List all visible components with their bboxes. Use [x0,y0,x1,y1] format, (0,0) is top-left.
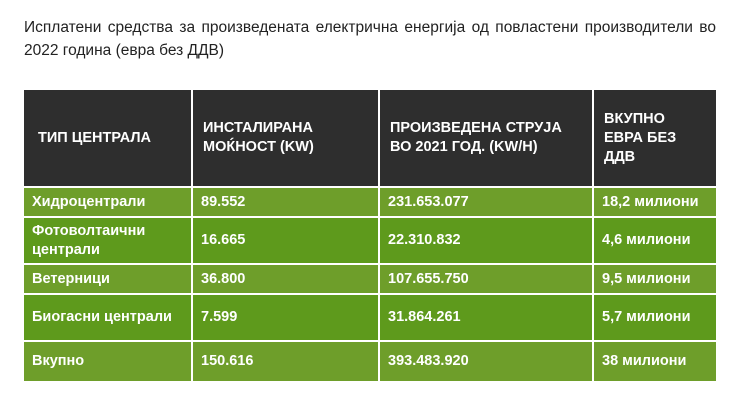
cell-installed-capacity: 36.800 [192,263,380,294]
cell-plant-type: Фотоволтаични централи [24,216,193,264]
cell-installed-capacity: 150.616 [192,340,380,381]
cell-produced-electricity: 107.655.750 [379,263,594,294]
table-caption: Исплатени средства за произведената елек… [24,19,716,59]
table-row-biogas: Биогасни централи 7.599 31.864.261 5,7 м… [24,293,716,341]
cell-produced-electricity: 22.310.832 [379,216,594,264]
cell-plant-type: Хидроцентрали [24,186,193,217]
cell-total-euros: 5,7 милиони [593,293,716,341]
table-header-row: ТИП ЦЕНТРАЛА ИНСТАЛИРАНА МОЌНОСТ (KW) ПР… [24,90,716,187]
header-installed-capacity: ИНСТАЛИРАНА МОЌНОСТ (KW) [192,90,380,187]
cell-plant-type: Вкупно [24,340,193,381]
cell-plant-type: Биогасни централи [24,293,193,341]
table-row-hydro: Хидроцентрали 89.552 231.653.077 18,2 ми… [24,186,716,217]
cell-produced-electricity: 231.653.077 [379,186,594,217]
cell-installed-capacity: 89.552 [192,186,380,217]
header-total-euros: ВКУПНО ЕВРА БЕЗ ДДВ [593,90,716,187]
cell-total-euros: 18,2 милиони [593,186,716,217]
energy-payments-table: ТИП ЦЕНТРАЛА ИНСТАЛИРАНА МОЌНОСТ (KW) ПР… [24,90,716,381]
table-row-total: Вкупно 150.616 393.483.920 38 милиони [24,340,716,381]
cell-installed-capacity: 16.665 [192,216,380,264]
table-row-photovoltaic: Фотоволтаични централи 16.665 22.310.832… [24,216,716,264]
cell-total-euros: 9,5 милиони [593,263,716,294]
cell-total-euros: 38 милиони [593,340,716,381]
cell-produced-electricity: 31.864.261 [379,293,594,341]
cell-total-euros: 4,6 милиони [593,216,716,264]
cell-produced-electricity: 393.483.920 [379,340,594,381]
header-produced-electricity: ПРОИЗВЕДЕНА СТРУЈА ВО 2021 ГОД. (KW/H) [379,90,594,187]
header-plant-type: ТИП ЦЕНТРАЛА [24,90,193,187]
cell-plant-type: Ветерници [24,263,193,294]
table-row-wind: Ветерници 36.800 107.655.750 9,5 милиони [24,263,716,294]
cell-installed-capacity: 7.599 [192,293,380,341]
